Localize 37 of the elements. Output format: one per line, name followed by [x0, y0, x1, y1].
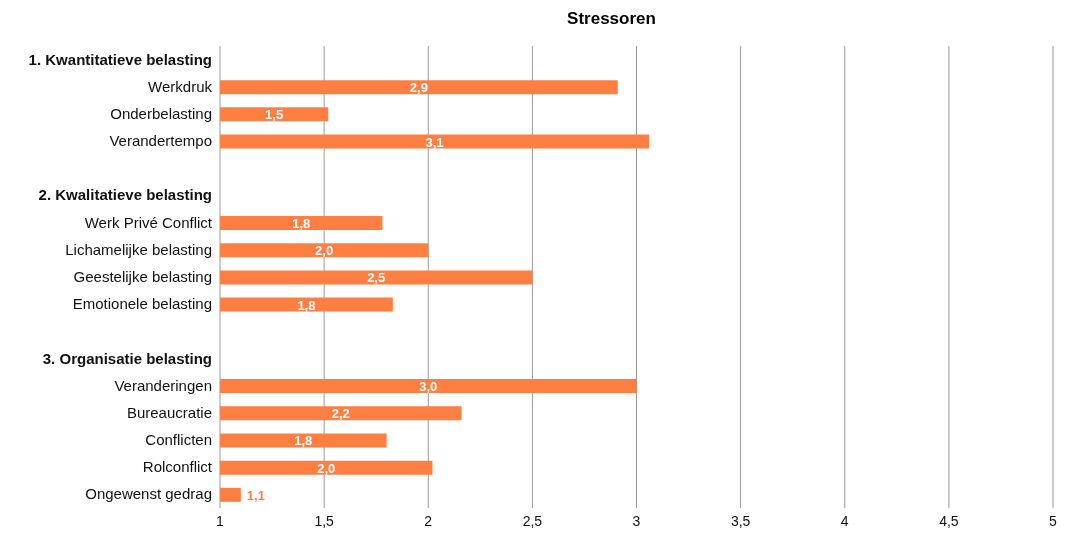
- y-tick-label: Bureaucratie: [126, 403, 212, 421]
- y-tick-label: Lichamelijke belasting: [65, 240, 212, 258]
- data-label: 2,0: [317, 460, 336, 476]
- data-label: 2,9: [409, 80, 428, 96]
- y-tick-label: Veranderingen: [114, 376, 212, 394]
- x-tick-label: 3: [632, 512, 641, 529]
- y-tick-label: Emotionele belasting: [72, 295, 212, 313]
- y-tick-label: Geestelijke belasting: [73, 268, 212, 285]
- y-tick-label: Verandertempo: [109, 132, 212, 150]
- data-label: 1,8: [294, 433, 313, 449]
- y-tick-label: 2. Kwalitatieve belasting: [38, 186, 212, 204]
- x-tick-label: 5: [1049, 512, 1058, 529]
- y-tick-label: 3. Organisatie belasting: [42, 349, 212, 367]
- y-tick-label: Rolconflict: [142, 458, 213, 476]
- data-label: 1,5: [265, 107, 284, 123]
- x-tick-label: 4: [840, 512, 849, 529]
- data-label: 3,0: [419, 379, 438, 395]
- y-tick-label: Werk Privé Conflict: [84, 213, 213, 231]
- data-label: 2,5: [367, 270, 386, 286]
- x-tick-label: 4,5: [939, 512, 959, 529]
- chart-title: Stressoren: [566, 8, 657, 30]
- x-tick-label: 1,5: [314, 512, 335, 529]
- x-tick-label: 2: [424, 512, 433, 529]
- x-tick-label: 3,5: [730, 512, 751, 529]
- x-tick-label: 2,5: [522, 512, 543, 529]
- data-label: 1,8: [297, 297, 316, 313]
- y-tick-label: Onderbelasting: [110, 104, 212, 122]
- data-label: 3,1: [425, 134, 444, 150]
- data-label: 1,1: [246, 487, 265, 503]
- data-label: 2,0: [315, 243, 334, 259]
- y-tick-label: Conflicten: [145, 431, 212, 449]
- y-tick-label: Ongewenst gedrag: [85, 485, 212, 503]
- x-tick-label: 1: [216, 512, 225, 529]
- data-label: 2,2: [331, 406, 350, 422]
- data-label: 1,8: [292, 216, 311, 232]
- y-tick-label: 1. Kwantitatieve belasting: [28, 50, 212, 68]
- y-tick-label: Werkdruk: [148, 77, 213, 95]
